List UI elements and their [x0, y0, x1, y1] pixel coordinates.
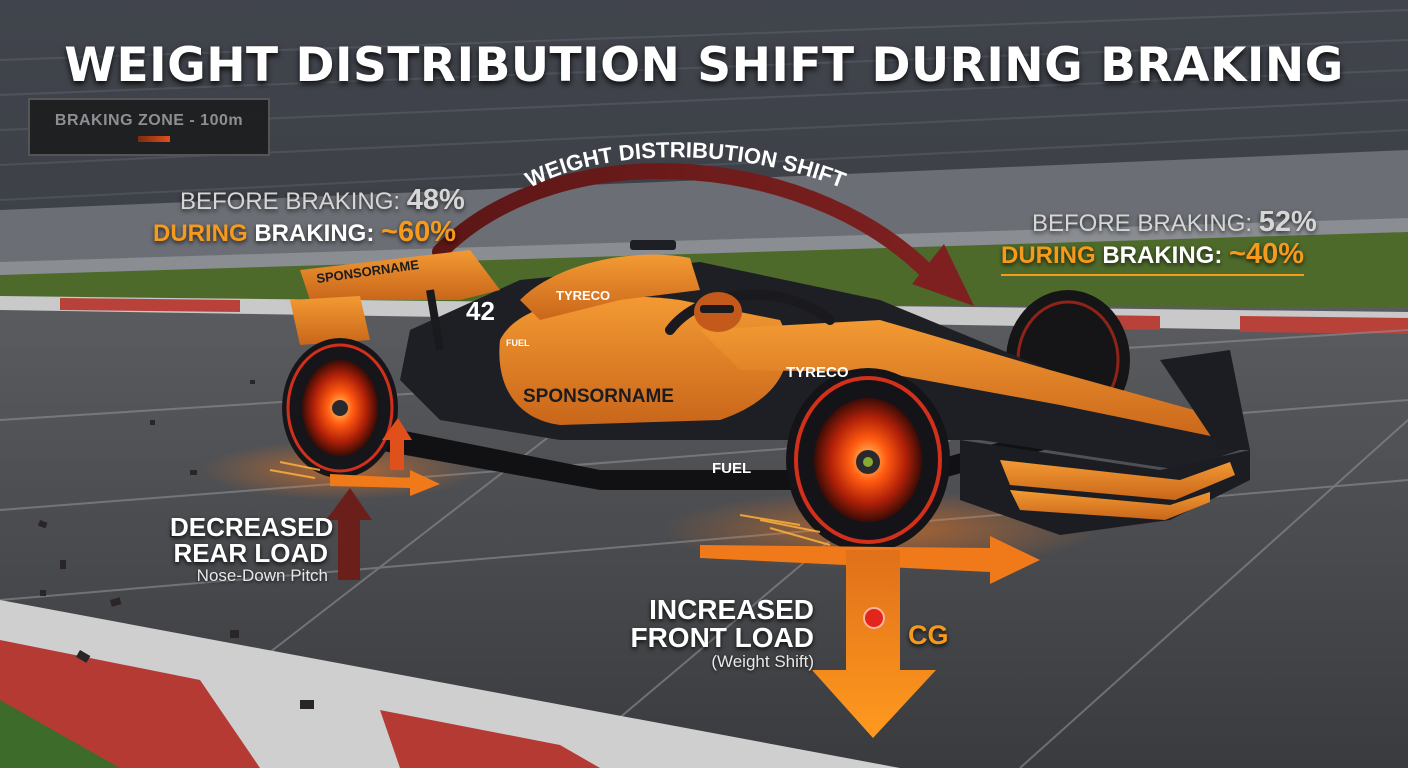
- front-load-annotation: INCREASED FRONT LOAD (Weight Shift): [626, 596, 814, 672]
- front-before-stat: BEFORE BRAKING: 52%: [1032, 206, 1317, 239]
- rear-during-stat: DURING BRAKING: ~60%: [153, 216, 456, 249]
- nose-cone: [700, 320, 1230, 440]
- front-during-value: ~40%: [1229, 238, 1304, 270]
- grandstand: [0, 0, 1408, 240]
- load-arrow-up: [326, 488, 372, 580]
- rear-load-line1: DECREASED: [170, 512, 334, 542]
- front-before-label: BEFORE BRAKING:: [1032, 210, 1253, 237]
- fuel-sponsor-small: FUEL: [506, 338, 530, 348]
- engine-tyre-brand: TYRECO: [556, 288, 611, 303]
- sidepod-sponsor: SPONSORNAME: [523, 386, 674, 407]
- rear-during-value: ~60%: [381, 216, 456, 248]
- rear-load-line2: REAR LOAD: [173, 538, 328, 568]
- page-title: WEIGHT DISTRIBUTION SHIFT DURING BRAKING: [64, 38, 1344, 93]
- cg-label: CG: [908, 620, 949, 650]
- load-arrow-up-small: [382, 418, 412, 470]
- nose-tyre-brand: TYRECO: [786, 364, 849, 381]
- halo: [665, 289, 835, 335]
- front-load-line1: INCREASED: [649, 594, 814, 625]
- front-during-stat: DURING BRAKING: ~40%: [1001, 238, 1304, 276]
- rear-wing-endplate: [290, 296, 370, 345]
- weight-shift-arrowhead: [912, 244, 974, 306]
- front-wing-endplate: [1160, 350, 1250, 450]
- front-during-label: BRAKING:: [1102, 242, 1223, 269]
- sign-arrow-icon: [138, 136, 170, 142]
- tv-pod: [630, 240, 676, 250]
- rear-before-value: 48%: [406, 184, 465, 216]
- engine-cover: [520, 254, 700, 320]
- rear-wing: [300, 250, 500, 300]
- rear-during-label-accent: DURING: [153, 220, 248, 247]
- car-number: 42: [466, 296, 495, 326]
- cg-marker: [863, 607, 885, 629]
- fuel-sponsor: FUEL: [712, 460, 752, 477]
- front-load-line2: FRONT LOAD: [630, 622, 814, 653]
- front-load-sub: (Weight Shift): [711, 652, 814, 671]
- load-arrow-down: [812, 550, 936, 738]
- debris: [37, 380, 314, 709]
- braking-zone-sign: BRAKING ZONE - 100m: [28, 98, 270, 156]
- race-car: [282, 240, 1250, 552]
- rear-load-annotation: DECREASED REAR LOAD Nose-Down Pitch: [170, 512, 334, 586]
- front-before-value: 52%: [1258, 206, 1317, 238]
- rear-before-stat: BEFORE BRAKING: 48%: [180, 184, 465, 217]
- rear-force-arrow: [330, 470, 440, 496]
- kerb-bottom: [0, 600, 900, 768]
- weight-shift-arrow: [432, 163, 948, 293]
- brake-sparks: [269, 461, 831, 546]
- front-during-label-accent: DURING: [1001, 242, 1096, 269]
- barrier-wall: [0, 150, 1408, 278]
- rear-load-sub: Nose-Down Pitch: [196, 566, 328, 585]
- rear-during-label: BRAKING:: [254, 220, 375, 247]
- braking-zone-sign-text: BRAKING ZONE - 100m: [54, 112, 244, 129]
- rear-before-label: BEFORE BRAKING:: [180, 188, 401, 215]
